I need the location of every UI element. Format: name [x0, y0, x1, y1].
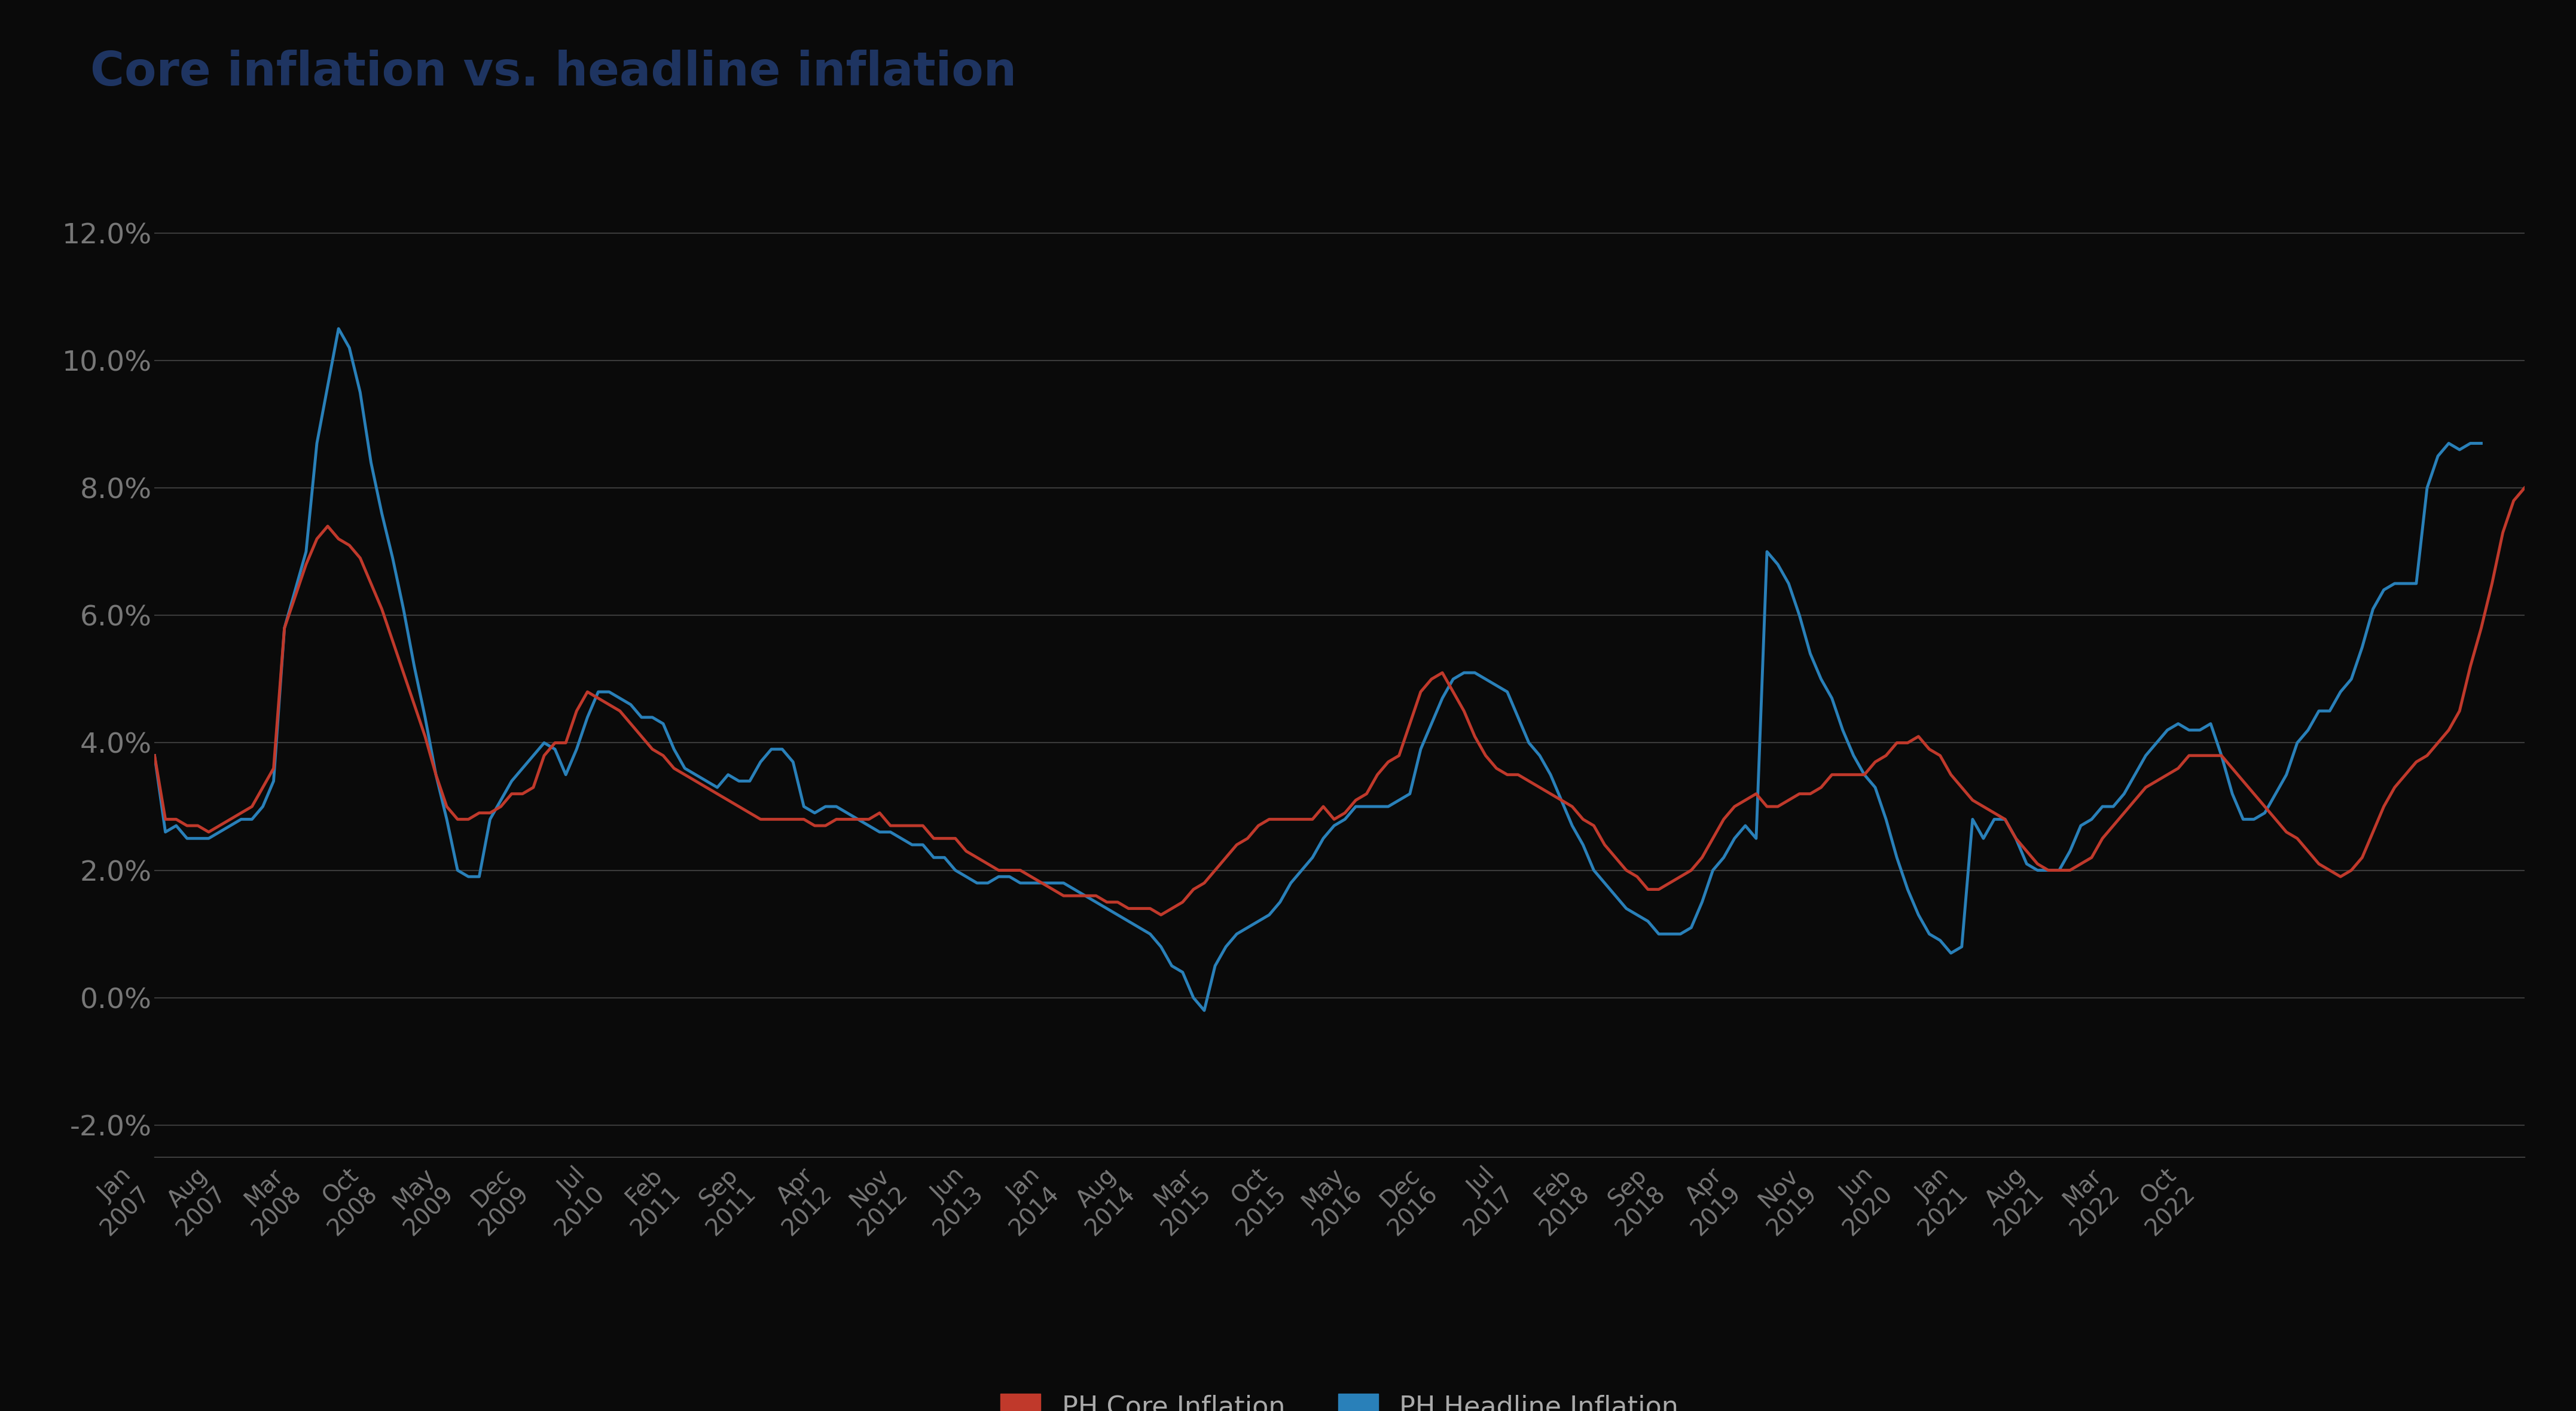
Text: Core inflation vs. headline inflation: Core inflation vs. headline inflation	[90, 49, 1018, 95]
Legend: PH Core Inflation, PH Headline Inflation: PH Core Inflation, PH Headline Inflation	[999, 1394, 1680, 1411]
